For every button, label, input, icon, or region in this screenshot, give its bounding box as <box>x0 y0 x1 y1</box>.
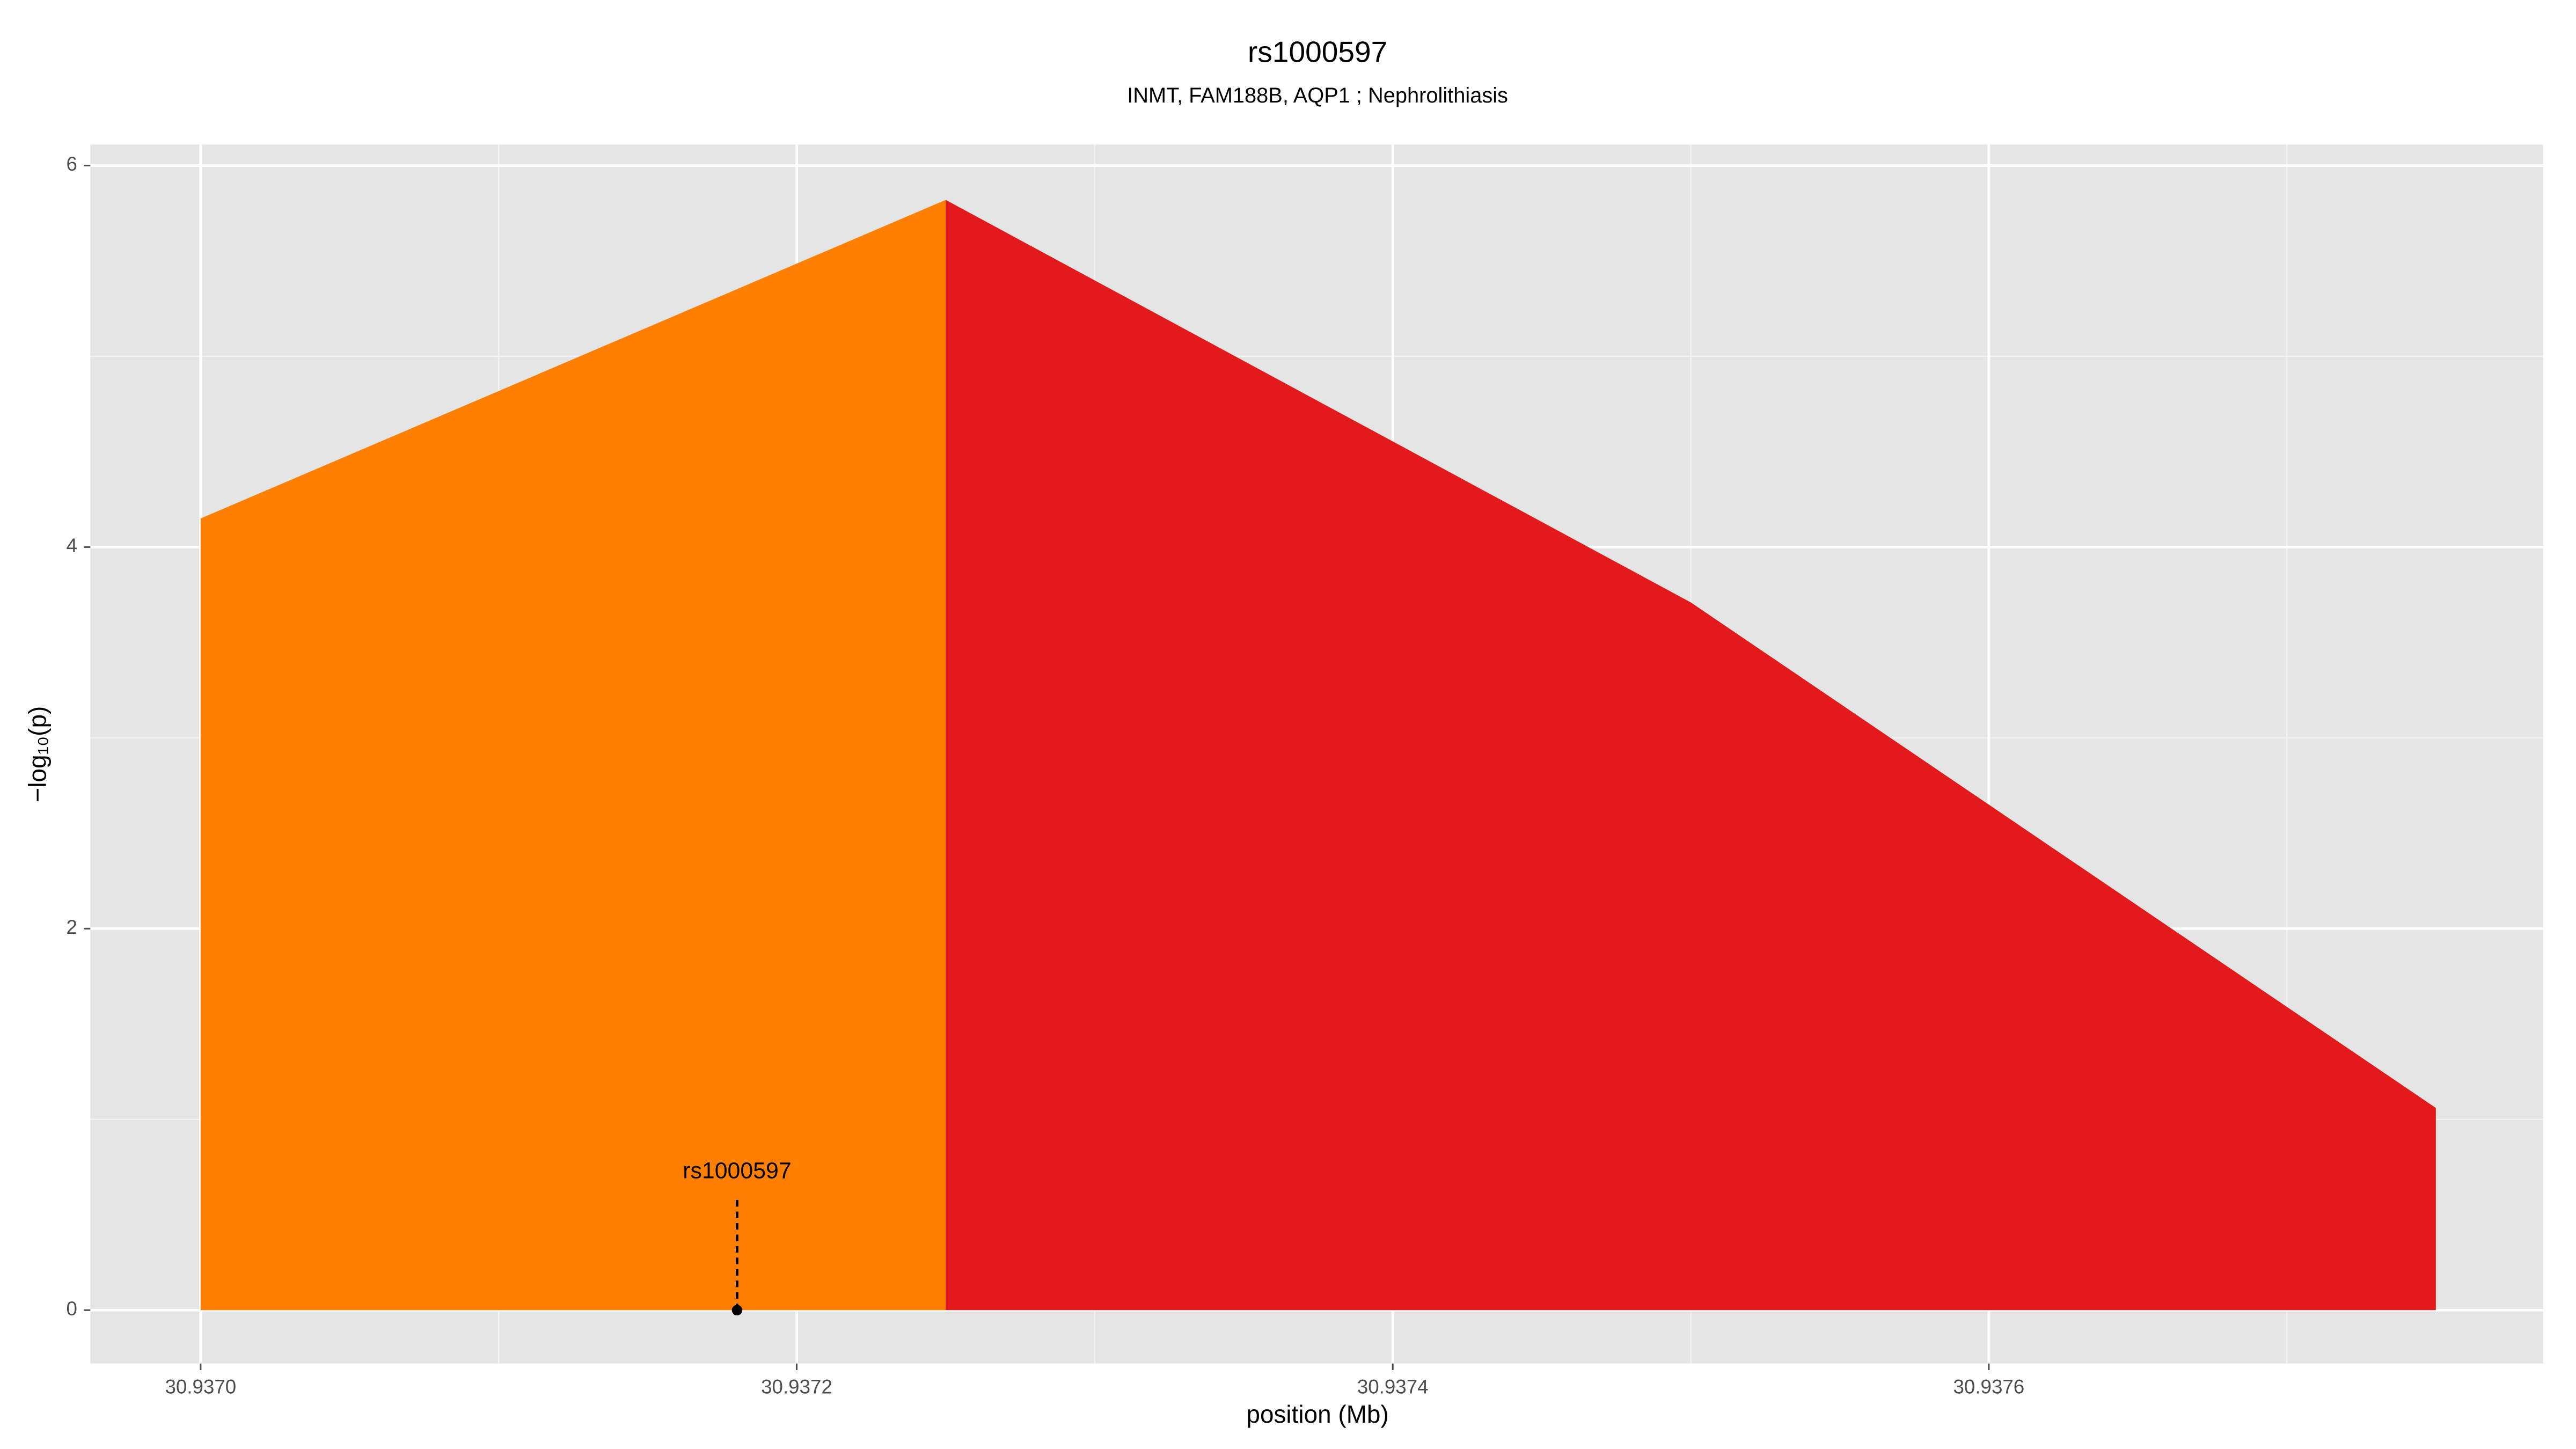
chart-title: rs1000597 <box>1248 35 1387 69</box>
x-tick-label: 30.9376 <box>1953 1375 2024 1397</box>
area <box>200 200 946 1311</box>
annotation-label: rs1000597 <box>683 1158 791 1183</box>
annotation-point <box>731 1305 743 1316</box>
chart-subtitle: INMT, FAM188B, AQP1 ; Nephrolithiasis <box>1127 84 1508 107</box>
x-tick-label: 30.9370 <box>165 1375 236 1397</box>
x-axis-title: position (Mb) <box>1246 1400 1388 1428</box>
y-tick-label: 6 <box>66 153 77 175</box>
area <box>946 200 2436 1311</box>
y-tick-label: 0 <box>66 1298 77 1320</box>
x-tick-label: 30.9374 <box>1357 1375 1429 1397</box>
y-tick-label: 4 <box>66 535 77 557</box>
y-axis-title: −log₁₀(p) <box>24 706 52 802</box>
y-tick-label: 2 <box>66 916 77 938</box>
x-tick-label: 30.9372 <box>761 1375 832 1397</box>
